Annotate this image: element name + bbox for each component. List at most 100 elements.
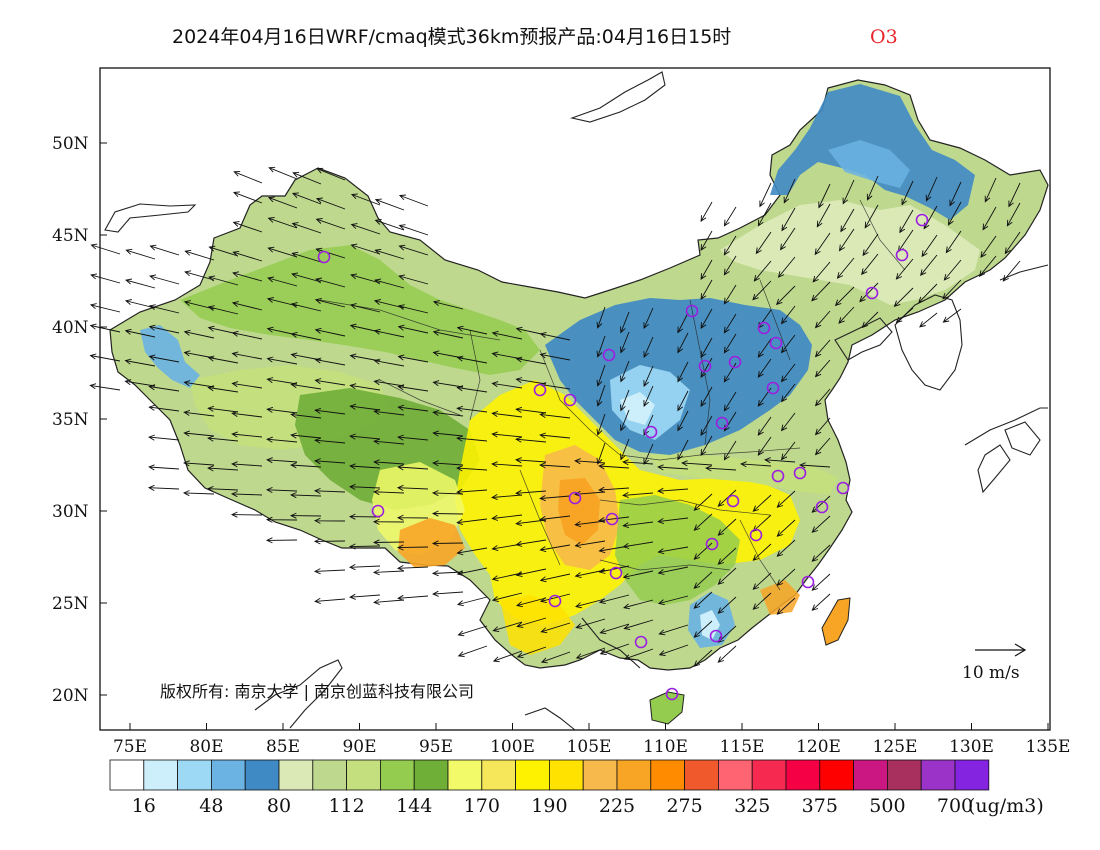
station-marker: [728, 355, 742, 369]
wind-arrow: [207, 355, 239, 364]
lon-label: 130E: [949, 737, 994, 757]
wind-arrow: [723, 206, 737, 227]
wind-arrow: [539, 544, 571, 553]
wind-arrow: [811, 495, 831, 513]
wind-arrow: [921, 234, 938, 258]
wind-arrow: [861, 311, 879, 329]
wind-arrow: [515, 597, 547, 608]
lat-label: 25N: [52, 594, 89, 614]
wind-arrow: [515, 356, 547, 365]
wind-arrow: [752, 592, 772, 610]
wind-arrow: [780, 334, 796, 354]
wind-arrow: [291, 222, 322, 234]
wind-arrow: [89, 323, 121, 333]
wind-arrow: [457, 625, 488, 637]
wind-arrow: [148, 354, 180, 363]
wind-arrow: [373, 408, 405, 416]
wind-arrow: [457, 596, 488, 607]
guangdong-pale: [700, 610, 720, 640]
lon-label: 120E: [796, 737, 841, 757]
wind-arrow: [515, 568, 547, 578]
wind-arrow: [372, 518, 405, 525]
wind-arrow: [182, 490, 215, 497]
wind-arrow: [265, 486, 298, 493]
wind-arrow: [622, 492, 654, 499]
wind-arrow: [1006, 202, 1021, 227]
wind-arrow: [289, 492, 322, 499]
wind-arrow: [124, 379, 156, 387]
wind-arrow: [149, 244, 180, 256]
wind-arrow: [148, 404, 180, 412]
wind-arrow: [290, 432, 322, 439]
wind-arrow: [764, 457, 796, 464]
wind-arrow: [315, 247, 346, 259]
station-marker: [685, 304, 699, 318]
legend-swatch: [210, 759, 246, 791]
wind-arrow: [148, 304, 180, 314]
wind-arrow: [491, 494, 523, 501]
wind-arrow: [700, 201, 713, 222]
wind-arrow: [124, 299, 156, 309]
legend-label: 112: [328, 795, 364, 817]
wind-arrow: [598, 516, 630, 523]
wind-arrow: [717, 489, 737, 507]
station-markers: [317, 213, 929, 701]
wind-arrow: [596, 306, 606, 329]
wind-arrow: [949, 181, 962, 207]
wind-arrow: [230, 491, 263, 498]
wind-arrow: [431, 510, 464, 517]
wind-arrow: [290, 331, 322, 341]
wind-arrow: [814, 437, 831, 456]
wind-arrow: [574, 569, 606, 579]
wind-arrow: [266, 457, 298, 464]
station-marker: [766, 381, 780, 395]
wind-arrow: [693, 493, 713, 511]
wind-arrow: [397, 354, 429, 363]
legend-swatch: [751, 759, 787, 791]
wind-arrow: [717, 596, 737, 614]
wind-arrow: [757, 436, 772, 456]
wind-arrow: [657, 566, 689, 575]
wind-arrow: [184, 270, 215, 281]
station-marker: [563, 393, 577, 407]
legend-swatch: [515, 759, 550, 791]
wind-arrow: [799, 462, 831, 469]
legend-swatch: [177, 759, 212, 791]
wind-arrow: [776, 519, 796, 537]
legend-label: 16: [132, 795, 156, 817]
wind-arrow: [397, 594, 429, 601]
wind-arrow: [491, 431, 523, 438]
wind-arrow: [723, 313, 737, 334]
wind-arrow: [700, 337, 713, 358]
wind-arrow: [348, 543, 381, 550]
wind-arrow: [700, 415, 713, 436]
west-blue-patch: [140, 325, 200, 388]
wind-arrow: [759, 182, 772, 208]
wind-arrow: [836, 257, 855, 279]
wind-arrow: [752, 280, 772, 301]
wind-arrow: [314, 357, 346, 366]
wind-arrow: [314, 407, 346, 415]
wind-arrow: [895, 258, 914, 280]
wind-arrow: [943, 259, 962, 281]
wind-arrow: [266, 436, 298, 443]
legend-swatch: [312, 759, 347, 791]
wind-arrow: [693, 591, 713, 609]
wind-arrow: [231, 381, 263, 389]
wind-arrow: [315, 277, 346, 288]
wind-arrow: [374, 198, 405, 211]
wind-arrow: [620, 409, 630, 432]
wind-arrow: [539, 593, 571, 604]
wind-arrow: [575, 618, 606, 629]
wind-arrow: [396, 544, 429, 551]
wind-arrow: [349, 593, 381, 600]
legend-unit: (ug/m3): [968, 795, 1044, 817]
wind-arrow: [643, 336, 654, 359]
legend-label: 190: [531, 795, 567, 817]
wind-arrow: [723, 333, 737, 354]
station-marker: [915, 213, 929, 227]
wind-arrow: [677, 390, 689, 412]
wind-arrow: [349, 303, 381, 313]
wind-arrow: [599, 643, 630, 655]
wind-arrow: [723, 284, 737, 305]
